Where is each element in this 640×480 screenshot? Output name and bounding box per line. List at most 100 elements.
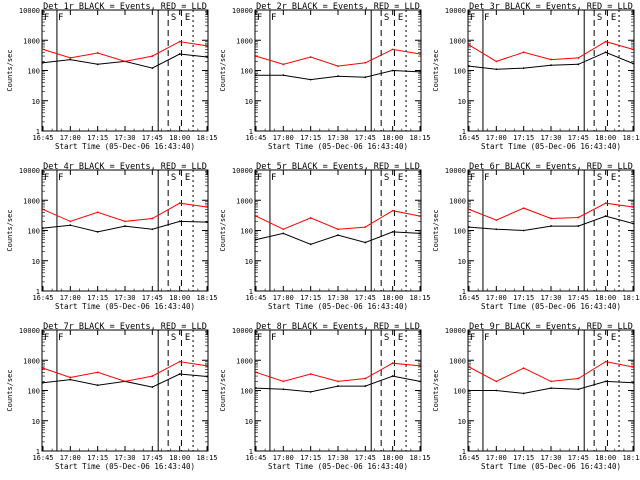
y-tick-label: 1	[462, 448, 466, 456]
x-tick-label: 17:00	[273, 454, 294, 462]
x-tick-label: 17:45	[568, 294, 589, 302]
data-point	[151, 67, 154, 70]
x-tick-label: 17:30	[114, 134, 135, 142]
y-axis-label: Counts/sec	[6, 369, 14, 411]
series-line-black	[255, 375, 421, 393]
y-tick-label: 10000	[19, 327, 40, 335]
y-axis-label: Counts/sec	[219, 49, 227, 91]
data-point	[550, 380, 552, 383]
data-point	[69, 57, 72, 59]
data-point	[419, 232, 421, 235]
y-tick-label: 10000	[445, 327, 466, 335]
x-tick-label: 17:15	[513, 454, 534, 462]
y-tick-label: 1	[249, 128, 253, 136]
x-axis-label: Start Time (05-Dec-06 16:43:40)	[268, 462, 408, 471]
annotation-f: F	[484, 173, 489, 183]
y-axis-label: Counts/sec	[432, 49, 440, 91]
data-point	[337, 75, 339, 78]
x-tick-label: 17:15	[300, 134, 321, 142]
data-point	[282, 388, 285, 391]
data-point	[151, 55, 154, 57]
x-tick-label: 18:00	[382, 294, 403, 302]
x-tick-label: 17:00	[486, 454, 507, 462]
chart-panel-8: Det 8r BLACK = Events, RED = LLD 1 10 100 10…	[219, 322, 431, 471]
data-point	[96, 52, 99, 54]
annotation-s: S	[171, 333, 176, 343]
data-point	[151, 386, 154, 388]
data-point	[364, 226, 367, 228]
data-point	[468, 226, 470, 228]
data-point	[282, 63, 285, 66]
x-tick-label: 18:15	[409, 294, 430, 302]
data-point	[577, 57, 580, 59]
data-point	[178, 220, 181, 223]
data-point	[604, 40, 607, 43]
chart-title: Det 9r BLACK = Events, RED = LLD	[469, 322, 633, 332]
data-point	[337, 385, 339, 387]
data-point	[255, 55, 257, 57]
data-point	[255, 74, 257, 77]
x-tick-label: 18:00	[169, 134, 190, 142]
x-tick-label: 17:30	[114, 294, 135, 302]
y-tick-label: 10	[32, 418, 40, 426]
y-tick-label: 100	[240, 228, 253, 236]
y-tick-label: 10	[245, 258, 253, 266]
annotation-s: S	[597, 13, 602, 23]
annotation-s: S	[384, 173, 389, 183]
x-tick-label: 16:45	[245, 134, 266, 142]
y-axis-label: Counts/sec	[6, 209, 14, 251]
data-point	[309, 217, 312, 219]
data-point	[206, 221, 208, 223]
x-tick-label: 17:45	[142, 294, 163, 302]
annotation-f: F	[484, 333, 489, 343]
data-point	[206, 375, 208, 378]
y-tick-label: 1	[462, 128, 466, 136]
annotation-f: F	[44, 333, 49, 343]
x-tick-label: 17:15	[513, 134, 534, 142]
data-point	[604, 380, 607, 383]
x-tick-label: 17:00	[60, 454, 81, 462]
plot-frame	[254, 169, 422, 292]
x-tick-label: 18:15	[196, 294, 217, 302]
data-point	[550, 217, 552, 220]
data-point	[42, 48, 44, 51]
chart-title: Det 6r BLACK = Events, RED = LLD	[469, 162, 633, 172]
series-line-red	[42, 202, 208, 222]
data-point	[577, 216, 580, 219]
y-tick-label: 100	[240, 68, 253, 76]
data-point	[337, 234, 339, 237]
data-point	[632, 222, 634, 225]
data-point	[419, 70, 421, 73]
data-point	[124, 380, 126, 383]
chart-title: Det 8r BLACK = Events, RED = LLD	[256, 322, 420, 332]
data-point	[391, 48, 394, 51]
x-tick-label: 17:30	[540, 454, 561, 462]
data-point	[124, 225, 126, 227]
annotation-f: F	[44, 173, 49, 183]
annotation-e: E	[611, 333, 616, 343]
x-axis-label: Start Time (05-Dec-06 16:43:40)	[481, 302, 621, 311]
annotation-e: E	[185, 333, 190, 343]
chart-panel-6: Det 6r BLACK = Events, RED = LLD 1 10 100 10…	[432, 162, 640, 311]
x-tick-label: 17:45	[568, 454, 589, 462]
x-tick-label: 18:15	[409, 454, 430, 462]
x-tick-label: 16:45	[458, 294, 479, 302]
data-point	[495, 60, 498, 63]
x-tick-label: 16:45	[458, 454, 479, 462]
y-tick-label: 10	[245, 98, 253, 106]
data-point	[42, 367, 44, 370]
y-tick-label: 1	[36, 288, 40, 296]
x-tick-label: 17:30	[327, 134, 348, 142]
y-tick-label: 1	[36, 448, 40, 456]
data-point	[577, 63, 580, 66]
y-tick-label: 1000	[236, 357, 253, 365]
data-point	[309, 56, 312, 58]
data-point	[206, 45, 208, 47]
data-point	[206, 56, 208, 58]
data-point	[309, 78, 312, 81]
y-tick-label: 1000	[23, 37, 40, 45]
data-point	[468, 366, 470, 368]
x-tick-label: 17:00	[486, 134, 507, 142]
y-axis-label: Counts/sec	[219, 209, 227, 251]
